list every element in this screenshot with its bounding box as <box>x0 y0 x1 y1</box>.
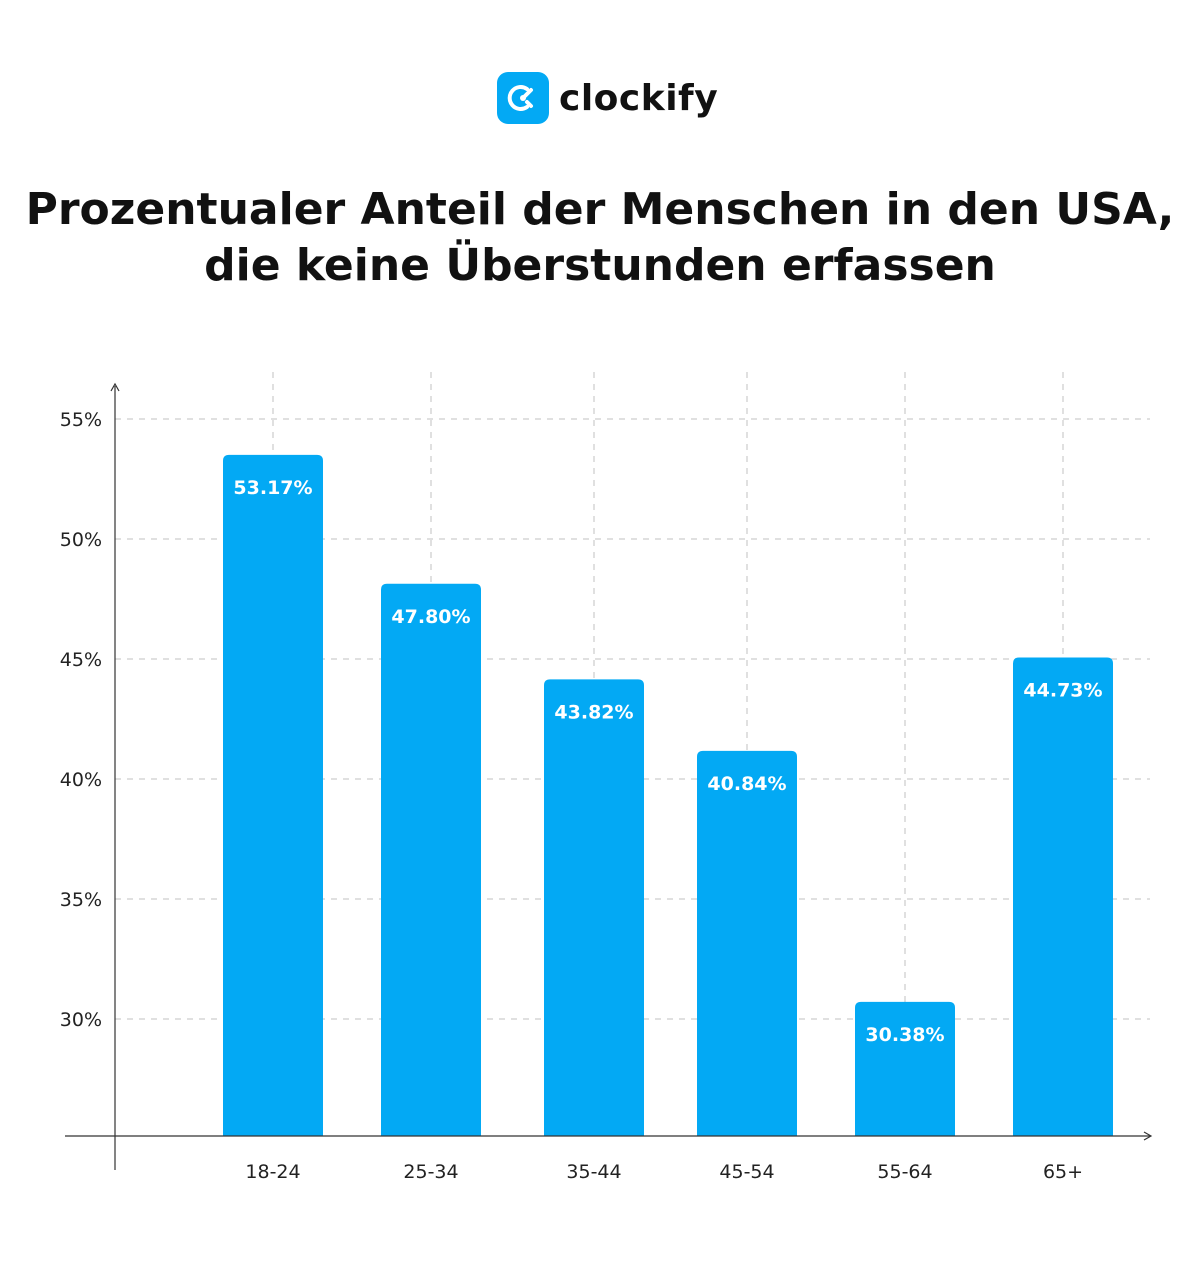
chart-title: Prozentualer Anteil der Menschen in den … <box>25 184 1175 291</box>
data-label: 30.38% <box>865 1024 944 1046</box>
y-tick-label: 30% <box>60 1009 102 1031</box>
x-tick-label: 45-54 <box>719 1161 774 1183</box>
bar <box>223 454 323 1136</box>
clockify-logo-icon <box>497 72 549 124</box>
logo-text: clockify <box>559 77 719 119</box>
y-axis-arrow-icon <box>110 382 120 392</box>
x-tick-label: 35-44 <box>566 1161 621 1183</box>
bar <box>544 679 644 1136</box>
y-tick-label: 50% <box>60 529 102 551</box>
bar <box>697 750 797 1136</box>
bar <box>855 1001 955 1136</box>
y-tick-label: 35% <box>60 889 102 911</box>
data-label: 44.73% <box>1023 679 1102 701</box>
y-tick-label: 55% <box>60 409 102 431</box>
x-tick-label: 65+ <box>1043 1161 1083 1183</box>
x-tick-label: 18-24 <box>245 1161 300 1183</box>
y-tick-label: 45% <box>60 649 102 671</box>
x-tick-label: 55-64 <box>877 1161 932 1183</box>
data-label: 43.82% <box>554 701 633 723</box>
clockify-logo: clockify <box>497 72 718 124</box>
x-axis-arrow-icon <box>1143 1131 1153 1141</box>
bar <box>381 583 481 1136</box>
y-tick-label: 40% <box>60 769 102 791</box>
x-tick-label: 25-34 <box>403 1161 458 1183</box>
bar <box>1013 657 1113 1136</box>
data-label: 47.80% <box>391 606 470 628</box>
data-label: 40.84% <box>707 773 786 795</box>
data-label: 53.17% <box>233 477 312 499</box>
